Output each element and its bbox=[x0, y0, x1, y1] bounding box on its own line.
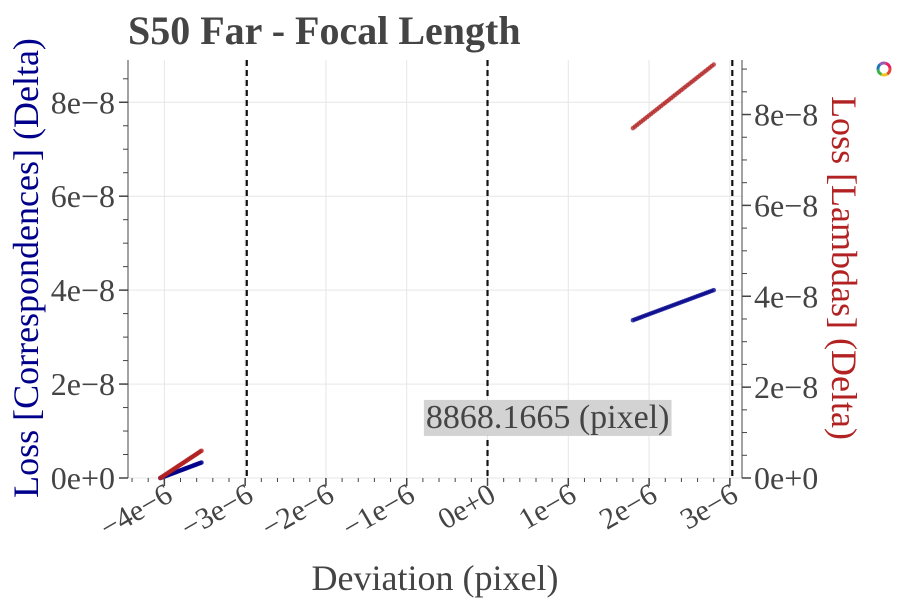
axes bbox=[119, 60, 751, 486]
plotly-logo-icon[interactable] bbox=[874, 59, 894, 79]
annotation-label: 8868.1665 (pixel) bbox=[426, 399, 670, 436]
x-axis-label: Deviation (pixel) bbox=[312, 558, 559, 598]
data-point bbox=[711, 62, 717, 67]
annotation-box bbox=[423, 399, 672, 436]
y-left-tick-label: 8e−8 bbox=[51, 84, 115, 120]
y-left-tick-label: 2e−8 bbox=[51, 366, 115, 402]
grid bbox=[128, 60, 742, 479]
y-right-tick-label: 2e−8 bbox=[754, 369, 818, 405]
y-right-tick-label: 8e−8 bbox=[754, 97, 818, 133]
tick-labels: 0e+0 2e−8 4e−8 6e−8 8e−8 0e+0 2e−8 4e−8 6e−8 8e−8… bbox=[51, 84, 819, 544]
y-axis-right-label: Loss [Lambdas] (Delta) bbox=[824, 96, 864, 440]
data-points bbox=[158, 62, 717, 481]
y-right-tick-label: 0e+0 bbox=[754, 460, 818, 496]
y-left-tick-label: 0e+0 bbox=[51, 460, 115, 496]
data-point bbox=[711, 287, 717, 293]
y-right-tick-label: 4e−8 bbox=[754, 278, 818, 314]
data-point bbox=[199, 460, 204, 465]
y-axis-left-label: Loss [Correspondences] (Delta) bbox=[6, 38, 46, 498]
y-right-tick-label: 6e−8 bbox=[754, 187, 818, 223]
chart-title: S50 Far - Focal Length bbox=[128, 8, 521, 53]
y-left-tick-label: 6e−8 bbox=[51, 178, 115, 214]
y-left-tick-label: 4e−8 bbox=[51, 272, 115, 308]
data-point bbox=[199, 448, 204, 454]
